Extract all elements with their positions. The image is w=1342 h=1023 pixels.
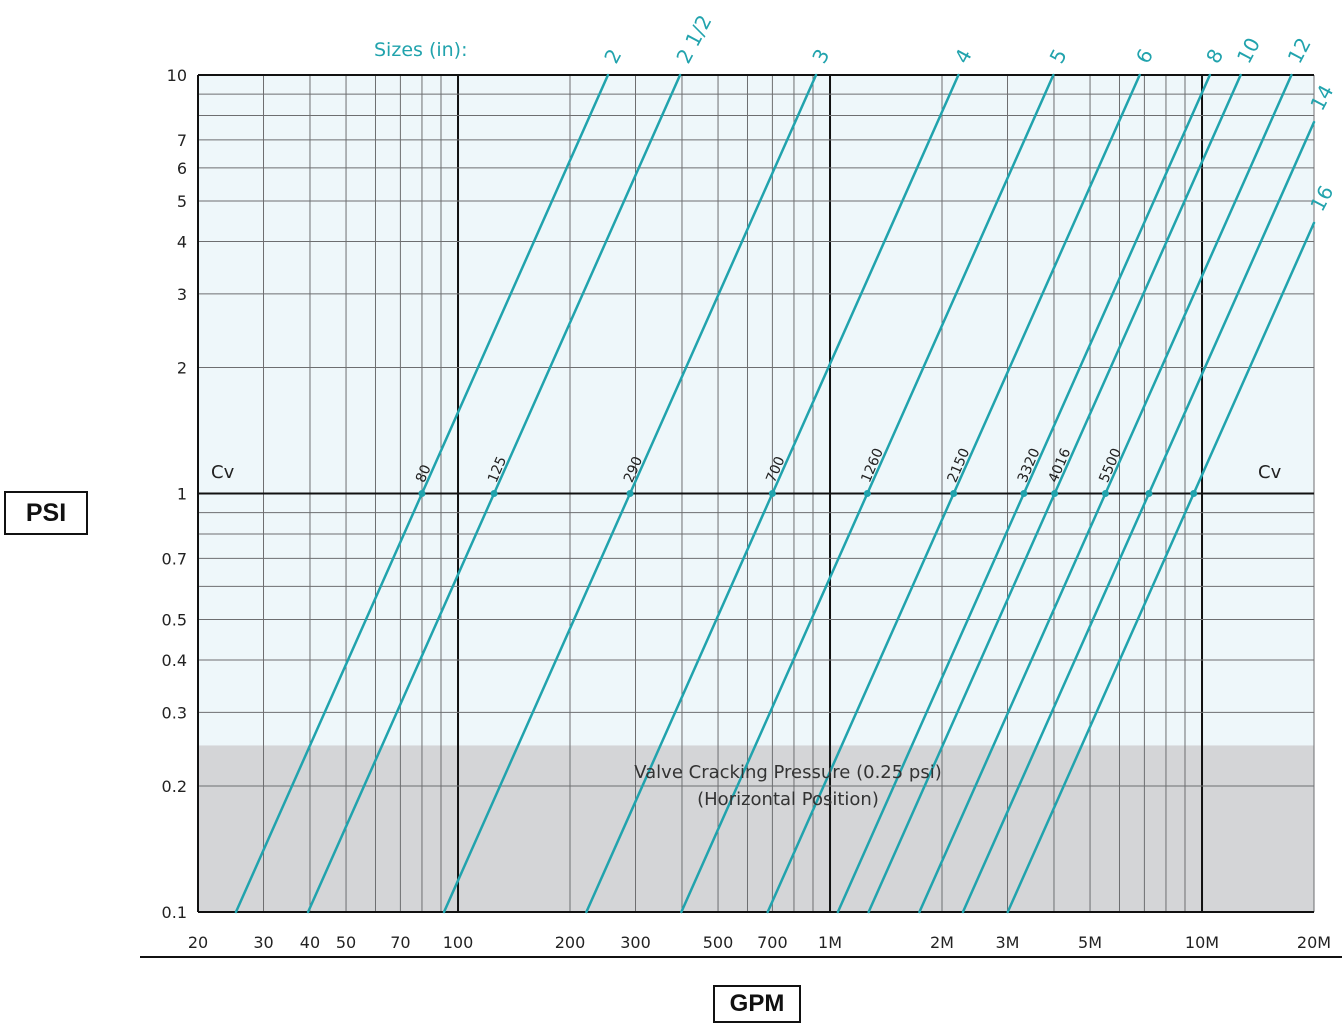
cv-point xyxy=(950,490,958,497)
x-tick-label: 40 xyxy=(300,933,320,952)
x-tick-label: 20M xyxy=(1297,933,1331,952)
y-tick-label: 3 xyxy=(177,285,187,304)
x-tick-label: 70 xyxy=(390,933,410,952)
cv-point xyxy=(490,490,498,497)
cracking-pressure-band xyxy=(198,745,1314,912)
size-label: 6 xyxy=(1131,45,1158,68)
cv-point xyxy=(1101,490,1109,497)
x-tick-label: 2M xyxy=(930,933,954,952)
series-line xyxy=(1006,221,1316,914)
y-tick-label: 4 xyxy=(177,233,187,252)
x-tick-label: 300 xyxy=(620,933,651,952)
x-tick-label: 3M xyxy=(996,933,1020,952)
cv-right-label: Cv xyxy=(1258,462,1282,483)
cv-point xyxy=(418,490,426,497)
x-axis-label: GPM xyxy=(713,985,801,1023)
y-tick-label: 5 xyxy=(177,192,187,211)
y-tick-label: 10 xyxy=(167,66,187,85)
x-tick-label: 500 xyxy=(703,933,734,952)
cracking-pressure-title: Valve Cracking Pressure (0.25 psi) xyxy=(634,762,942,783)
cv-point xyxy=(863,490,871,497)
cracking-pressure-note: (Horizontal Position) xyxy=(697,789,879,810)
y-tick-label: 0.2 xyxy=(162,777,187,796)
x-tick-label: 20 xyxy=(188,933,208,952)
cv-value-label: 80 xyxy=(413,462,435,485)
size-label: 4 xyxy=(950,45,977,68)
series-line xyxy=(961,120,1316,914)
x-tick-label: 100 xyxy=(443,933,474,952)
y-tick-label: 0.3 xyxy=(162,703,187,722)
series-lines xyxy=(234,73,1316,914)
y-tick-label: 0.1 xyxy=(162,903,187,922)
x-tick-label: 30 xyxy=(253,933,273,952)
size-label: 12 xyxy=(1283,34,1316,68)
size-label: 5 xyxy=(1045,45,1072,68)
x-tick-label: 1M xyxy=(818,933,842,952)
cv-left-label: Cv xyxy=(211,462,235,483)
cv-point xyxy=(1020,490,1028,497)
cv-point xyxy=(1190,490,1198,497)
cv-point xyxy=(1145,490,1153,497)
cv-point xyxy=(626,490,634,497)
size-label: 2 xyxy=(599,45,626,68)
x-tick-label: 200 xyxy=(555,933,586,952)
size-label: 10 xyxy=(1232,34,1265,68)
size-label: 2 1/2 xyxy=(671,11,716,68)
y-tick-label: 2 xyxy=(177,359,187,378)
size-label: 3 xyxy=(807,45,834,68)
sizes-heading: Sizes (in): xyxy=(374,39,468,61)
y-tick-label: 0.7 xyxy=(162,549,187,568)
x-tick-label: 10M xyxy=(1185,933,1219,952)
cv-point xyxy=(768,490,776,497)
size-label: 8 xyxy=(1201,45,1228,68)
x-tick-label: 700 xyxy=(757,933,788,952)
y-tick-label: 1 xyxy=(177,485,187,504)
x-tick-label: 50 xyxy=(336,933,356,952)
y-axis-label: PSI xyxy=(4,491,88,535)
x-tick-label: 5M xyxy=(1078,933,1102,952)
cv-point xyxy=(1051,490,1059,497)
y-tick-label: 6 xyxy=(177,159,187,178)
y-tick-label: 7 xyxy=(177,131,187,150)
y-tick-label: 0.4 xyxy=(162,651,187,670)
y-tick-label: 0.5 xyxy=(162,610,187,629)
